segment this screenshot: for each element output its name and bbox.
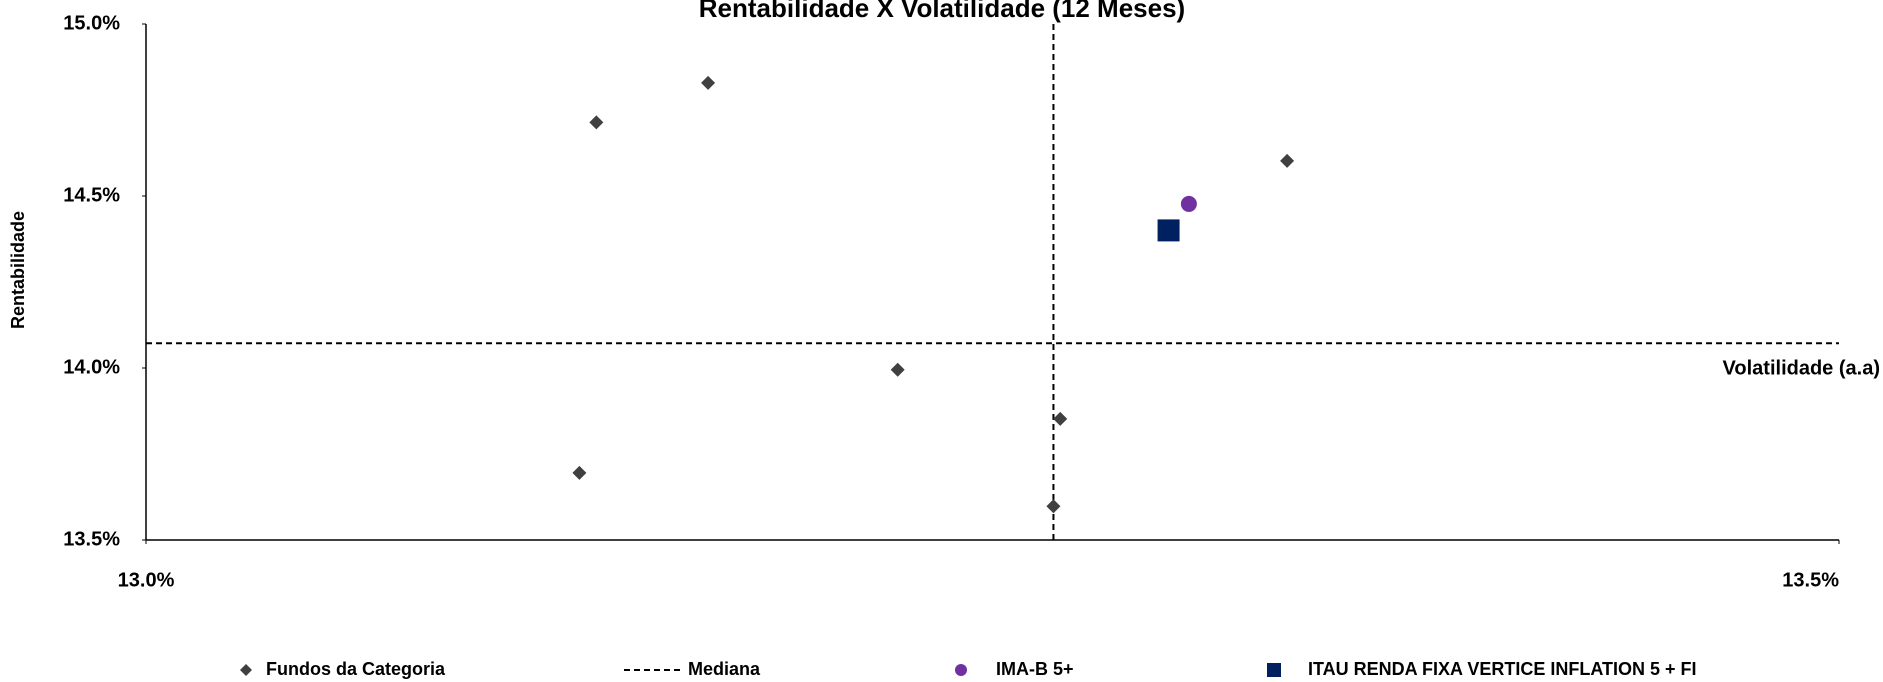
point	[701, 75, 716, 90]
x-axis-label: Volatilidade (a.a)	[1723, 357, 1880, 379]
chart-title: Rentabilidade X Volatilidade (12 Meses)	[699, 0, 1185, 23]
legend-label: IMA-B 5+	[996, 659, 1074, 679]
point	[1046, 499, 1061, 514]
point	[572, 465, 587, 480]
point	[1053, 411, 1068, 426]
x-tick-label: 13.5%	[1782, 569, 1839, 591]
point	[240, 664, 252, 676]
point	[1157, 219, 1180, 242]
legend-label: Mediana	[688, 659, 761, 679]
point	[589, 115, 604, 130]
point	[890, 362, 905, 377]
point	[1180, 195, 1197, 212]
y-tick-label: 13.5%	[63, 528, 120, 550]
x-tick-label: 13.0%	[118, 569, 175, 591]
point	[1267, 663, 1281, 677]
legend: Fundos da Categoria Mediana IMA-B 5+ ITAU R…	[240, 659, 1697, 679]
y-tick-label: 14.5%	[63, 184, 120, 206]
y-tick-label: 15.0%	[63, 12, 120, 34]
y-axis-label: Rentabilidade	[8, 211, 28, 329]
legend-label: ITAU RENDA FIXA VERTICE INFLATION 5 + FI	[1308, 659, 1697, 679]
point	[1280, 153, 1295, 168]
point	[955, 664, 967, 676]
y-tick-label: 14.0%	[63, 356, 120, 378]
legend-label: Fundos da Categoria	[266, 659, 446, 679]
